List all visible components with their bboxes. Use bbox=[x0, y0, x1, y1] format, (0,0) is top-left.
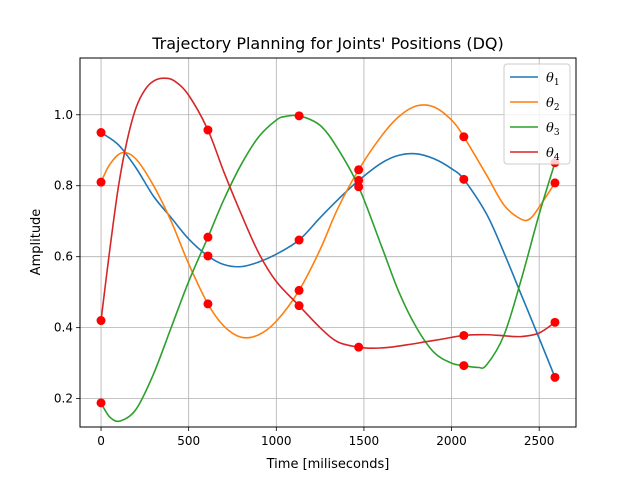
knot-point-theta-3 bbox=[203, 232, 213, 242]
legend-label-subscript: 3 bbox=[554, 128, 560, 138]
knot-point-theta-2 bbox=[203, 299, 213, 309]
x-tick-label: 2000 bbox=[436, 434, 467, 448]
knot-point-theta-4 bbox=[203, 125, 213, 135]
y-tick-label: 0.6 bbox=[54, 250, 73, 264]
x-tick-label: 500 bbox=[177, 434, 200, 448]
legend-label-symbol: θ bbox=[546, 146, 554, 161]
series-line-theta-1 bbox=[100, 131, 556, 378]
knot-point-theta-3 bbox=[294, 111, 304, 121]
y-tick-label: 1.0 bbox=[54, 108, 73, 122]
knot-point-theta-3 bbox=[354, 182, 364, 192]
knot-point-theta-3 bbox=[96, 398, 106, 408]
knot-point-theta-2 bbox=[354, 165, 364, 175]
legend-label-symbol: θ bbox=[546, 71, 554, 86]
ticks: 0 500 1000 1500 2000 2500 0.2 0.4 0.6 0.8 1.0 bbox=[54, 108, 555, 448]
knot-point-theta-1 bbox=[459, 174, 469, 184]
knot-point-theta-1 bbox=[96, 128, 106, 138]
knot-point-theta-4 bbox=[354, 342, 364, 352]
knot-point-theta-2 bbox=[459, 132, 469, 142]
plot-frame bbox=[79, 57, 577, 428]
y-tick-label: 0.2 bbox=[54, 392, 73, 406]
knot-point-theta-1 bbox=[550, 372, 560, 382]
x-axis-label: Time [miliseconds] bbox=[266, 457, 390, 472]
legend-label-subscript: 1 bbox=[554, 78, 560, 88]
legend-label: θ2 bbox=[546, 96, 560, 113]
legend-label: θ4 bbox=[546, 146, 560, 163]
legend-label-subscript: 2 bbox=[554, 103, 560, 113]
knot-point-theta-1 bbox=[354, 175, 364, 185]
legend-label-symbol: θ bbox=[546, 121, 554, 136]
series-line-theta-2 bbox=[100, 104, 556, 339]
legend-label-subscript: 4 bbox=[554, 153, 560, 163]
y-tick-label: 0.4 bbox=[54, 321, 73, 335]
knot-point-theta-3 bbox=[459, 361, 469, 371]
x-tick-label: 1000 bbox=[261, 434, 292, 448]
legend-label: θ3 bbox=[546, 121, 560, 138]
knot-point-theta-1 bbox=[203, 251, 213, 261]
x-tick-label: 0 bbox=[97, 434, 105, 448]
legend-box bbox=[503, 63, 571, 165]
knot-point-theta-4 bbox=[96, 316, 106, 326]
legend-label: θ1 bbox=[546, 71, 560, 88]
x-tick-label: 1500 bbox=[349, 434, 380, 448]
knot-point-theta-2 bbox=[96, 177, 106, 187]
y-axis-label: Amplitude bbox=[29, 209, 44, 276]
y-tick-label: 0.8 bbox=[54, 179, 73, 193]
x-tick-label: 2500 bbox=[524, 434, 555, 448]
chart-title: Trajectory Planning for Joints' Position… bbox=[151, 34, 503, 53]
plot-area bbox=[96, 77, 560, 423]
legend-label-symbol: θ bbox=[546, 96, 554, 111]
series-line-theta-3 bbox=[100, 114, 556, 423]
knot-point-theta-4 bbox=[294, 301, 304, 311]
knot-point-theta-2 bbox=[550, 178, 560, 188]
knot-point-theta-2 bbox=[294, 285, 304, 295]
knot-point-theta-1 bbox=[294, 235, 304, 245]
knot-point-theta-4 bbox=[550, 317, 560, 327]
knot-point-theta-4 bbox=[459, 330, 469, 340]
